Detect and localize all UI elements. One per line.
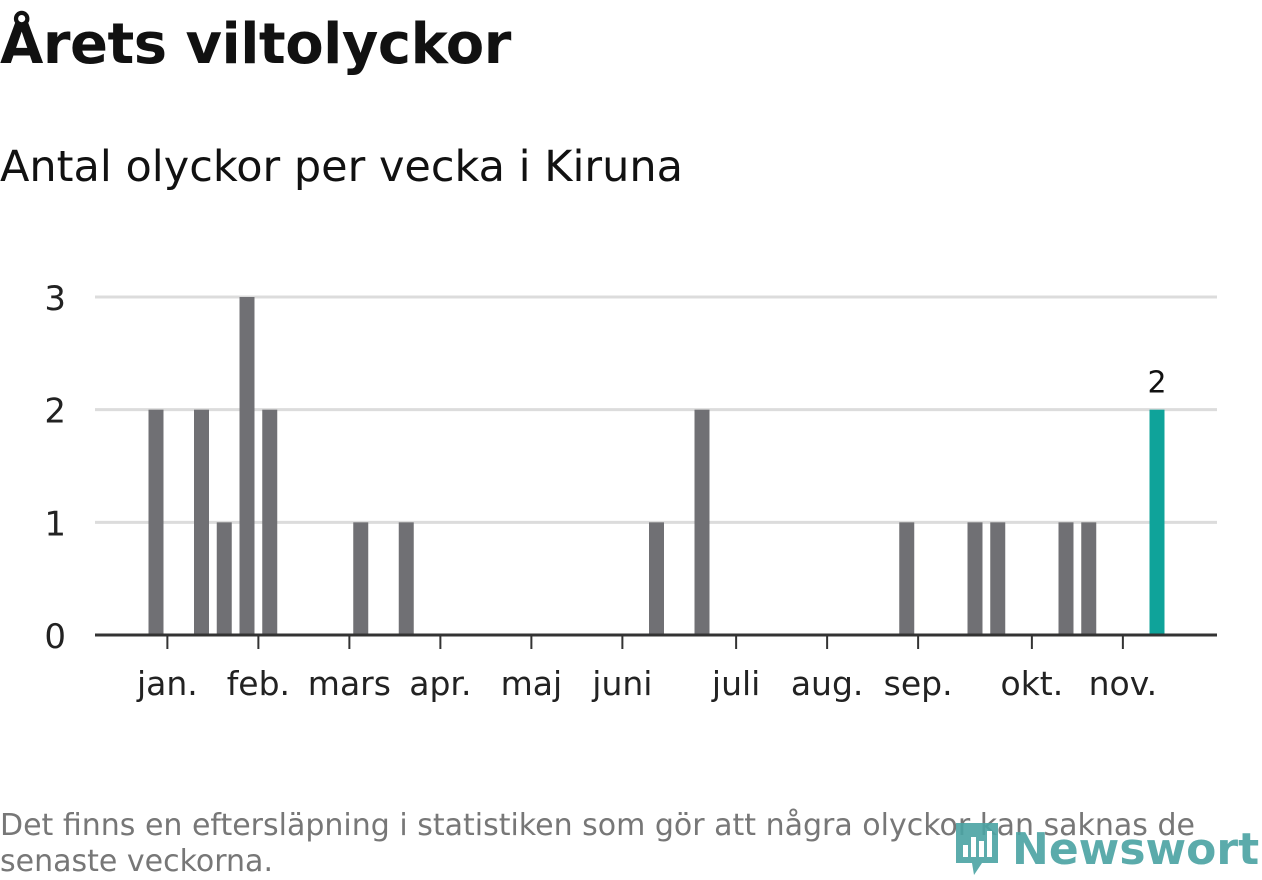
bar	[990, 522, 1006, 635]
bar	[148, 409, 164, 635]
x-tick-label: mars	[308, 664, 391, 703]
x-tick-label: apr.	[409, 664, 471, 703]
bar-chart: 0 1 2 3 2 jan. feb. mars apr. maj juni juli aug. sep.…	[44, 279, 1217, 703]
x-tick-label: juli	[711, 664, 760, 703]
bar	[694, 409, 710, 635]
x-tick-label: feb.	[227, 664, 290, 703]
bar	[649, 522, 664, 635]
bar	[262, 409, 278, 635]
bar	[899, 522, 915, 635]
bar	[1081, 522, 1097, 635]
y-tick-label: 0	[44, 617, 66, 657]
x-tick-label: maj	[501, 664, 563, 703]
data-label: 2	[1147, 366, 1166, 401]
bar	[353, 522, 369, 635]
bar	[1058, 522, 1074, 635]
bar	[967, 522, 983, 635]
bars	[148, 297, 1165, 635]
x-axis	[95, 633, 1217, 649]
bar	[216, 522, 232, 635]
chart-subtitle: Antal olyckor per vecka i Kiruna	[0, 142, 683, 192]
y-tick-label: 3	[44, 279, 66, 319]
labels: 0 1 2 3 2 jan. feb. mars apr. maj juni juli aug. sep.…	[44, 279, 1166, 703]
bar	[398, 522, 414, 635]
x-tick-label: jan.	[136, 664, 198, 703]
logo-icon	[956, 823, 998, 875]
y-tick-label: 2	[44, 392, 66, 432]
y-tick-label: 1	[44, 504, 66, 544]
x-tick-label: nov.	[1089, 664, 1158, 703]
x-tick-label: aug.	[791, 664, 864, 703]
chart-title: Årets viltolyckor	[0, 12, 511, 77]
bar	[239, 297, 255, 635]
newsworthy-logo: Newsworthy	[952, 818, 1262, 880]
x-tick-label: sep.	[884, 664, 953, 703]
bar	[194, 409, 209, 635]
x-tick-label: juni	[591, 664, 652, 703]
logo-text: Newsworthy	[1012, 823, 1262, 875]
bar-highlight	[1149, 409, 1165, 635]
x-tick-label: okt.	[1001, 664, 1064, 703]
